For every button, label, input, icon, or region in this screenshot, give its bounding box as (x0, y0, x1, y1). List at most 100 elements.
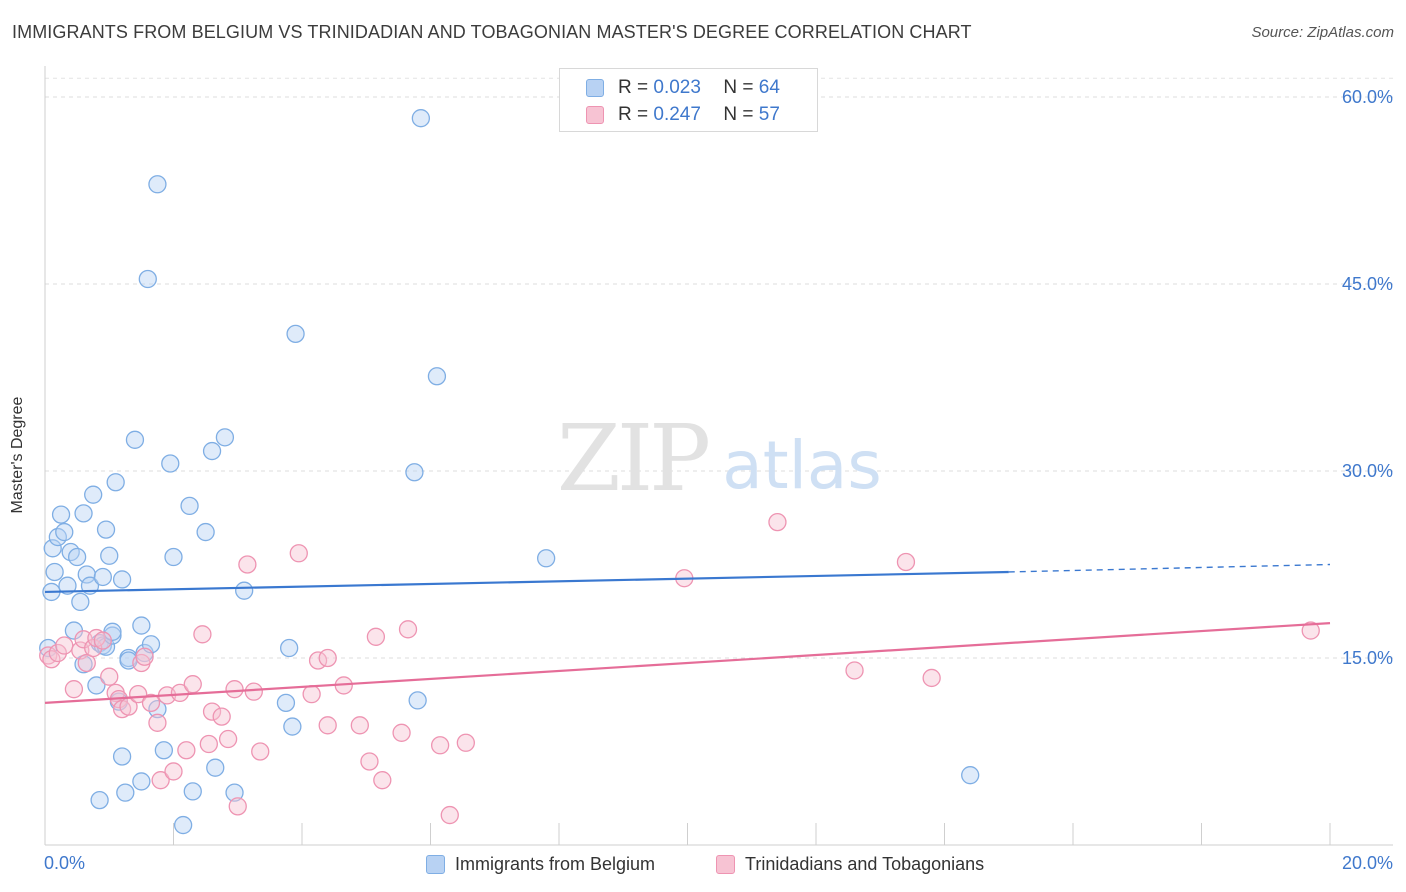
data-point-belgium (43, 539, 62, 558)
legend-n-label: N = (723, 104, 754, 125)
bottom-legend-belgium: Immigrants from Belgium (426, 852, 655, 876)
data-point-trinidad (93, 631, 112, 650)
data-point-belgium (161, 454, 180, 473)
data-point-trinidad (302, 685, 321, 704)
data-point-trinidad (440, 805, 459, 825)
data-point-belgium (235, 581, 254, 600)
chart-title: IMMIGRANTS FROM BELGIUM VS TRINIDADIAN A… (12, 22, 972, 42)
correlation-legend: R = 0.023 N = 64 R = 0.247 N = 57 (559, 68, 818, 132)
data-point-trinidad (141, 693, 161, 713)
data-point-trinidad (318, 716, 337, 735)
data-point-trinidad (244, 682, 263, 701)
data-point-trinidad (199, 734, 218, 754)
data-point-belgium (132, 616, 151, 635)
data-point-belgium (100, 546, 119, 565)
data-point-trinidad (430, 736, 450, 755)
data-point-trinidad (148, 713, 167, 732)
data-point-belgium (84, 485, 103, 504)
data-point-belgium (148, 175, 167, 194)
data-point-trinidad (202, 702, 222, 721)
data-point-belgium (125, 430, 145, 449)
trend-line-belgium (44, 570, 1009, 594)
data-point-trinidad (896, 552, 916, 572)
data-point-trinidad (212, 707, 231, 726)
legend-row-trinidad: R = 0.247 N = 57 (586, 104, 780, 126)
y-tick-label: 15.0% (1342, 648, 1393, 668)
data-point-belgium (71, 592, 90, 612)
data-point-trinidad (177, 741, 196, 760)
data-point-belgium (537, 549, 556, 568)
data-point-belgium (961, 766, 980, 785)
data-point-belgium (154, 741, 174, 760)
y-tick-label: 45.0% (1342, 274, 1393, 294)
bottom-legend-trinidad: Trinidadians and Tobagonians (716, 852, 984, 876)
legend-swatch-pink (586, 106, 604, 124)
data-point-trinidad (768, 512, 787, 532)
data-point-trinidad (350, 716, 369, 735)
data-point-belgium (67, 547, 87, 567)
data-point-belgium (112, 747, 132, 766)
legend-n-label: N = (723, 77, 754, 98)
data-point-belgium (87, 676, 106, 695)
data-point-belgium (74, 504, 93, 523)
legend-n-value: 57 (758, 104, 780, 125)
bottom-legend-label: Immigrants from Belgium (455, 853, 656, 874)
data-point-trinidad (238, 555, 257, 574)
data-point-belgium (164, 547, 183, 567)
data-point-belgium (55, 522, 74, 542)
data-point-trinidad (64, 680, 84, 699)
x-tick-label: 0.0% (44, 853, 85, 873)
data-point-trinidad (922, 668, 941, 688)
data-point-trinidad (318, 648, 337, 668)
trend-line-belgium-extension (1008, 563, 1331, 573)
series-trinidad-points (39, 512, 1320, 825)
data-point-belgium (90, 790, 109, 810)
data-point-trinidad (55, 636, 74, 655)
data-point-trinidad (1301, 621, 1320, 640)
data-point-trinidad (135, 647, 154, 666)
data-point-belgium (93, 567, 112, 587)
data-point-belgium (196, 522, 215, 542)
data-point-belgium (215, 428, 235, 447)
data-point-trinidad (251, 742, 270, 761)
data-point-trinidad (289, 544, 308, 563)
data-point-trinidad (225, 680, 244, 699)
data-point-belgium (411, 109, 431, 128)
axes (44, 66, 1393, 846)
bottom-legend-label: Trinidadians and Tobagonians (745, 853, 985, 874)
data-point-belgium (58, 576, 77, 595)
data-point-belgium (279, 638, 299, 658)
data-point-trinidad (392, 723, 411, 742)
y-tick-label: 30.0% (1342, 461, 1393, 481)
data-point-belgium (225, 783, 244, 802)
data-point-trinidad (100, 667, 119, 686)
data-point-trinidad (398, 620, 418, 639)
data-point-belgium (283, 717, 302, 736)
source-label: Source: ZipAtlas.com (1251, 24, 1394, 41)
data-point-trinidad (845, 661, 864, 680)
watermark-atlas: atlas (722, 427, 882, 504)
bottom-legend-swatch-blue (426, 854, 445, 874)
data-point-belgium (180, 496, 199, 516)
data-point-belgium (286, 324, 305, 344)
data-point-belgium (106, 473, 125, 492)
data-point-trinidad (183, 675, 202, 694)
legend-r-value: 0.023 (653, 77, 701, 98)
x-tick-label: 20.0% (1342, 853, 1393, 873)
data-point-belgium (112, 570, 132, 589)
data-point-trinidad (84, 638, 103, 658)
legend-n-value: 64 (758, 77, 780, 98)
data-point-belgium (202, 441, 222, 461)
data-point-belgium (405, 463, 424, 482)
data-point-belgium (51, 505, 71, 524)
legend-r-label: R = (618, 104, 649, 125)
legend-row-belgium: R = 0.023 N = 64 (586, 77, 780, 99)
data-point-trinidad (48, 643, 67, 663)
watermark: ZIP atlas (557, 405, 882, 512)
data-point-belgium (427, 367, 447, 386)
data-point-belgium (96, 520, 116, 539)
bottom-legend-swatch-pink (716, 854, 735, 874)
data-point-trinidad (164, 762, 183, 781)
data-point-trinidad (456, 733, 475, 752)
